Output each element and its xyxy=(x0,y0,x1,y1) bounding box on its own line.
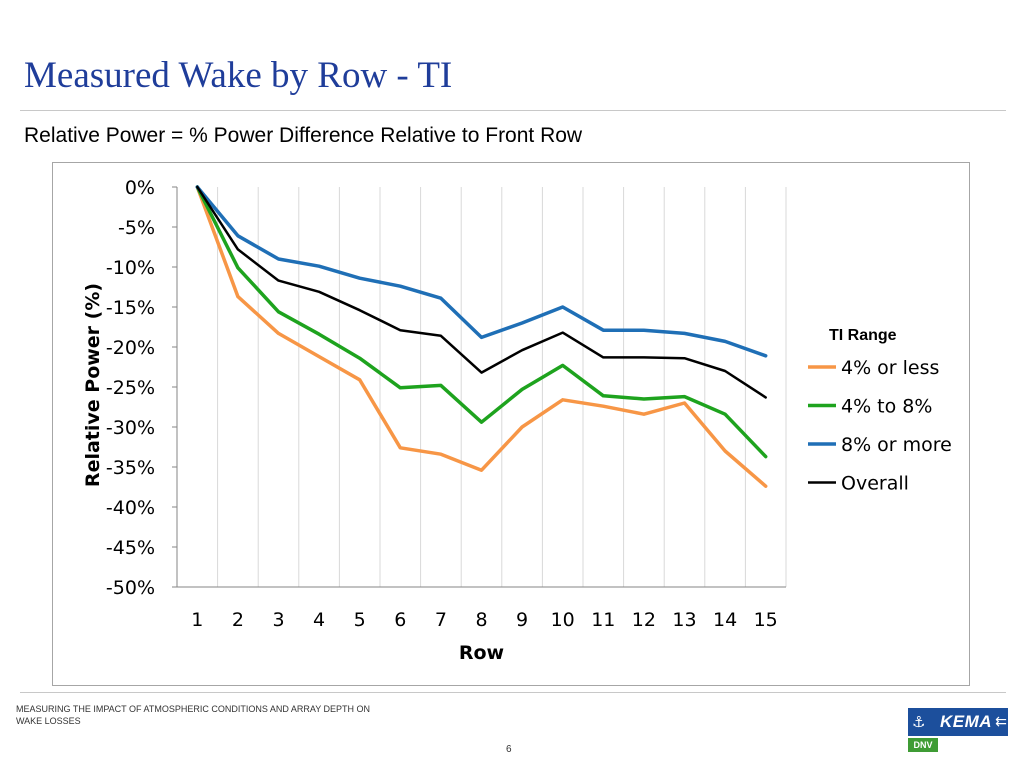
x-tick-label: 1 xyxy=(191,609,203,631)
series-line xyxy=(195,185,768,459)
legend-title: TI Range xyxy=(829,327,897,344)
y-axis-title: Relative Power (%) xyxy=(82,283,104,487)
y-tick-label: -20% xyxy=(106,337,155,359)
x-tick-label: 2 xyxy=(232,609,244,631)
series-line xyxy=(195,185,768,358)
relative-power-chart: 0% -5% -10% -15% -20% -25% -30% -35% -40% -45% -50… xyxy=(82,177,952,664)
y-tick-label: -5% xyxy=(118,217,155,239)
axis-layer: 0% -5% -10% -15% -20% -25% -30% -35% -40% -45% -50… xyxy=(82,177,786,664)
slide-subtitle: Relative Power = % Power Difference Rela… xyxy=(24,124,583,147)
y-tick-label: -10% xyxy=(106,257,155,279)
footer-divider xyxy=(20,692,1006,693)
legend-layer: TI Range 4% or less 4% to 8% 8% or more Over… xyxy=(808,327,952,495)
y-tick-label: -40% xyxy=(106,497,155,519)
y-tick-label: -30% xyxy=(106,417,155,439)
series-line xyxy=(195,185,768,488)
legend-entry: 4% or less xyxy=(841,357,939,379)
legend-entry: 4% to 8% xyxy=(841,396,932,418)
page-number: 6 xyxy=(506,744,512,755)
x-tick-label: 12 xyxy=(632,609,656,631)
kema-dnv-logo: ⚓ KEMA ⇇ DNV xyxy=(908,708,1008,752)
legend-entry: Overall xyxy=(841,473,909,495)
y-tick-label: -45% xyxy=(106,537,155,559)
y-tick-label: -35% xyxy=(106,457,155,479)
series-line xyxy=(196,185,767,399)
x-tick-label: 7 xyxy=(435,609,447,631)
x-tick-label: 6 xyxy=(394,609,406,631)
y-tick-label: -25% xyxy=(106,377,155,399)
crest-icon: ⚓ xyxy=(912,713,926,731)
x-tick-label: 15 xyxy=(754,609,778,631)
x-axis-title: Row xyxy=(459,642,504,664)
lightning-icon: ⇇ xyxy=(995,714,1007,730)
x-tick-label: 14 xyxy=(713,609,737,631)
x-tick-label: 9 xyxy=(516,609,528,631)
y-tick-label: 0% xyxy=(125,177,155,199)
x-tick-label: 13 xyxy=(672,609,696,631)
chart-frame xyxy=(52,162,970,686)
y-tick-label: -15% xyxy=(106,297,155,319)
logo-banner: ⚓ KEMA ⇇ xyxy=(908,708,1008,736)
x-tick-label: 11 xyxy=(591,609,615,631)
x-tick-label: 4 xyxy=(313,609,325,631)
x-tick-label: 5 xyxy=(354,609,366,631)
x-tick-label: 8 xyxy=(475,609,487,631)
title-divider xyxy=(20,110,1006,111)
y-tick-label: -50% xyxy=(106,577,155,599)
series-layer xyxy=(195,185,768,488)
legend-entry: 8% or more xyxy=(841,434,952,456)
grid-layer xyxy=(176,187,787,587)
slide-title: Measured Wake by Row - TI xyxy=(24,55,453,96)
logo-name: KEMA xyxy=(940,712,993,731)
x-tick-label: 10 xyxy=(551,609,575,631)
footer-text: MEASURING THE IMPACT OF ATMOSPHERIC COND… xyxy=(16,704,371,726)
logo-sub: DNV xyxy=(908,738,938,752)
x-tick-label: 3 xyxy=(272,609,284,631)
